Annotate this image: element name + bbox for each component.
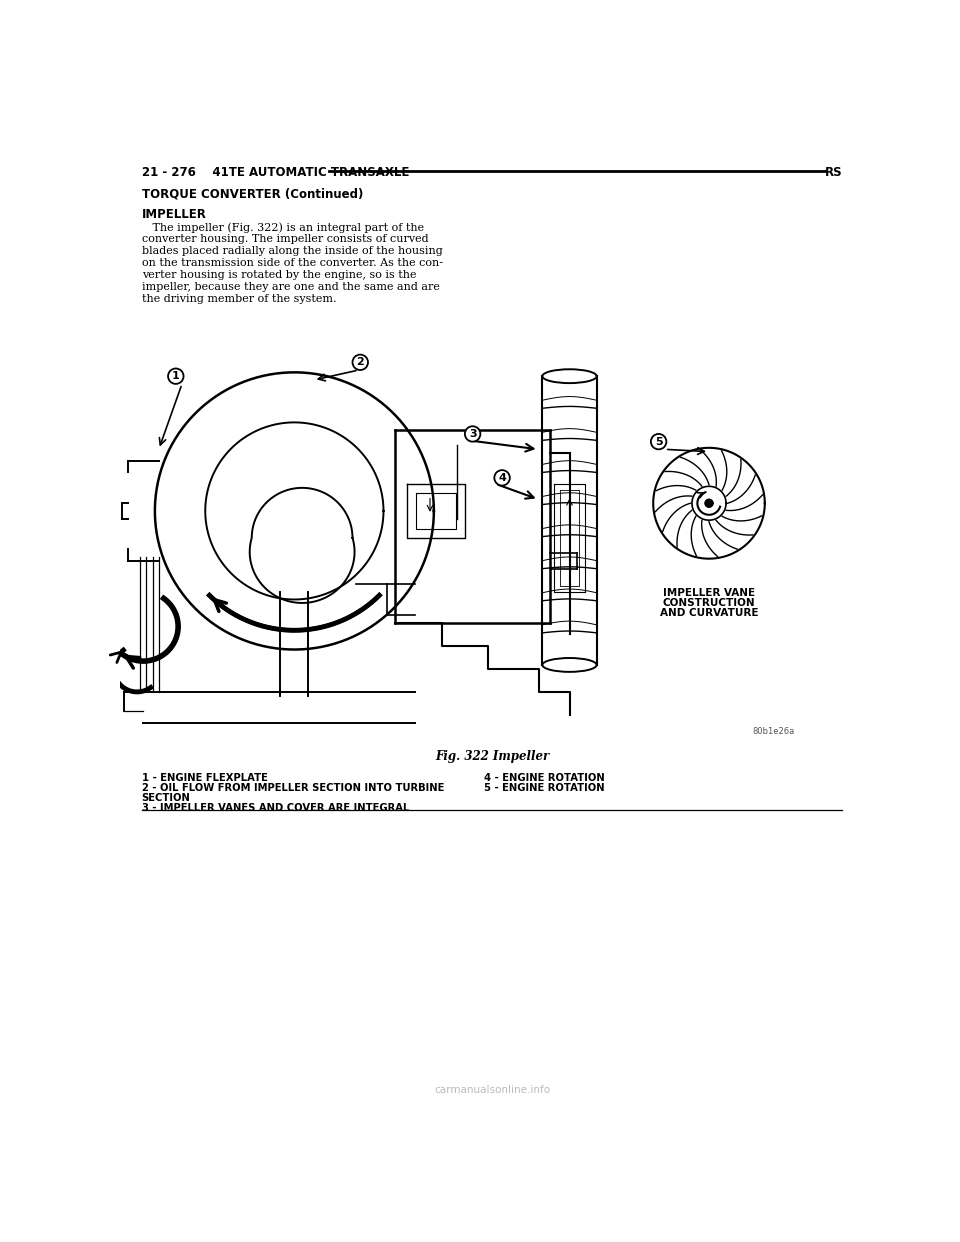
Text: 3: 3 <box>468 428 476 438</box>
Text: 1: 1 <box>172 371 180 381</box>
Text: The impeller (Fig. 322) is an integral part of the: The impeller (Fig. 322) is an integral p… <box>142 222 423 232</box>
Text: on the transmission side of the converter. As the con-: on the transmission side of the converte… <box>142 258 443 268</box>
Text: carmanualsonline.info: carmanualsonline.info <box>434 1084 550 1094</box>
Circle shape <box>494 471 510 486</box>
Circle shape <box>168 369 183 384</box>
Circle shape <box>465 426 480 442</box>
Text: 5: 5 <box>655 437 662 447</box>
Text: 4 - ENGINE ROTATION: 4 - ENGINE ROTATION <box>484 773 605 782</box>
Text: IMPELLER VANE: IMPELLER VANE <box>663 587 756 597</box>
Text: 3 - IMPELLER VANES AND COVER ARE INTEGRAL: 3 - IMPELLER VANES AND COVER ARE INTEGRA… <box>142 802 409 812</box>
Text: converter housing. The impeller consists of curved: converter housing. The impeller consists… <box>142 235 428 245</box>
Text: blades placed radially along the inside of the housing: blades placed radially along the inside … <box>142 246 443 256</box>
Text: Fig. 322 Impeller: Fig. 322 Impeller <box>435 750 549 763</box>
Circle shape <box>352 355 368 370</box>
Text: AND CURVATURE: AND CURVATURE <box>660 609 758 619</box>
Ellipse shape <box>542 369 596 383</box>
Circle shape <box>651 433 666 450</box>
Text: SECTION: SECTION <box>142 792 191 802</box>
Text: 1 - ENGINE FLEXPLATE: 1 - ENGINE FLEXPLATE <box>142 773 268 782</box>
Ellipse shape <box>542 658 596 672</box>
Text: RS: RS <box>825 166 842 179</box>
Text: impeller, because they are one and the same and are: impeller, because they are one and the s… <box>142 282 440 292</box>
Text: 80b1e26a: 80b1e26a <box>752 727 794 735</box>
Text: verter housing is rotated by the engine, so is the: verter housing is rotated by the engine,… <box>142 270 417 279</box>
Text: IMPELLER: IMPELLER <box>142 207 206 221</box>
Circle shape <box>706 499 713 507</box>
Text: 21 - 276    41TE AUTOMATIC TRANSAXLE: 21 - 276 41TE AUTOMATIC TRANSAXLE <box>142 166 409 179</box>
Text: TORQUE CONVERTER (Continued): TORQUE CONVERTER (Continued) <box>142 188 363 200</box>
Text: 2 - OIL FLOW FROM IMPELLER SECTION INTO TURBINE: 2 - OIL FLOW FROM IMPELLER SECTION INTO … <box>142 782 444 792</box>
Text: the driving member of the system.: the driving member of the system. <box>142 294 336 304</box>
Text: CONSTRUCTION: CONSTRUCTION <box>662 597 756 607</box>
Text: 4: 4 <box>498 473 506 483</box>
Text: 2: 2 <box>356 358 364 368</box>
Text: 5 - ENGINE ROTATION: 5 - ENGINE ROTATION <box>484 782 605 792</box>
